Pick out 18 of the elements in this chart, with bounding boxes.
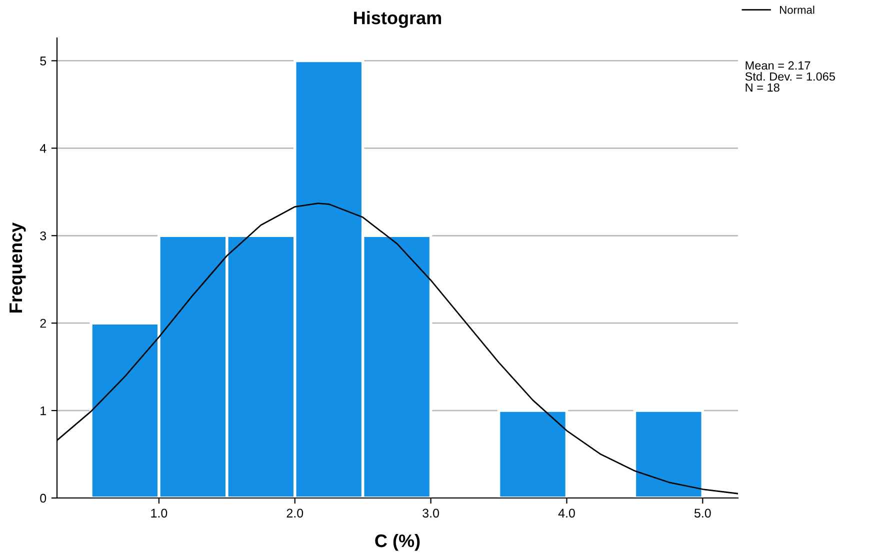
y-tick-label: 1 <box>40 406 46 416</box>
x-tick-label: 1.0 <box>151 508 168 518</box>
text: Mean = 2.17 <box>746 61 810 70</box>
y-tick-label: 0 <box>40 494 46 503</box>
y-tick-label: 5 <box>40 56 46 66</box>
x-tick-label: 2.0 <box>286 508 304 518</box>
text: N = 18 <box>746 83 780 92</box>
x-tick-label: 5.0 <box>694 508 711 518</box>
x-tick-label: 4.0 <box>558 508 575 518</box>
y-tick-label: 3 <box>40 231 46 240</box>
text: Std. Dev. = 1.065 <box>745 72 835 81</box>
y-tick-label: 4 <box>40 144 46 153</box>
y-axis-title: Frequency <box>10 222 26 312</box>
x-axis-title: C (%) <box>375 534 420 551</box>
x-tick-label: 3.0 <box>422 508 440 518</box>
chart-title: Histogram <box>354 11 442 28</box>
y-tick-label: 2 <box>40 318 46 328</box>
legend-label: Normal <box>780 6 814 14</box>
